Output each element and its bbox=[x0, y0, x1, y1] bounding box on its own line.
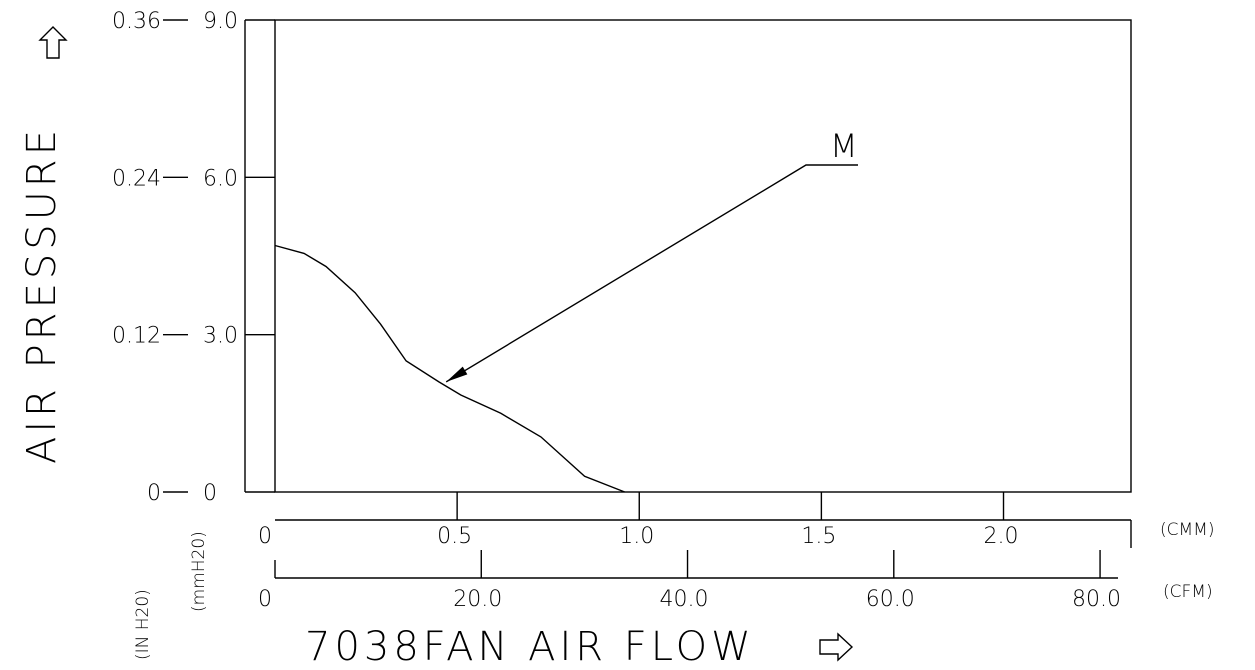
right-arrow-icon bbox=[819, 632, 854, 662]
y-in-tick-label: 0.24 bbox=[112, 166, 161, 191]
y-unit-label-inh2o: (IN H20) bbox=[133, 589, 153, 660]
annotation-label-m: M bbox=[830, 127, 858, 165]
x-cfm-tick-label: 20.0 bbox=[453, 587, 502, 612]
x-unit-label-cmm: (CMM) bbox=[1160, 520, 1214, 540]
y-unit-label-mmh2o: (mmH20) bbox=[189, 531, 209, 612]
annotation-arrowhead-icon bbox=[446, 366, 468, 382]
x-axis-cfm: 0 20.0 40.0 60.0 80.0 bbox=[258, 550, 1121, 612]
y-mm-tick-label: 6.0 bbox=[203, 166, 238, 191]
x-cfm-tick-label: 0 bbox=[258, 587, 272, 612]
x-cmm-tick-label: 1.0 bbox=[619, 524, 654, 549]
x-axis-cmm: 0 0.5 1.0 1.5 2.0 bbox=[258, 492, 1132, 549]
y-in-tick-label: 0.36 bbox=[112, 9, 161, 34]
y-axis-title: AIR PRESSURE bbox=[19, 126, 65, 464]
y-in-tick-label: 0 bbox=[147, 481, 161, 506]
y-mm-tick-label: 9.0 bbox=[203, 9, 238, 34]
annotation-leader-line bbox=[445, 164, 858, 383]
y-in-tick-label: 0.12 bbox=[112, 324, 161, 349]
x-cfm-tick-label: 40.0 bbox=[660, 587, 709, 612]
y-axis-inh2o: 0 0.12 0.24 0.36 bbox=[112, 9, 188, 506]
x-cfm-tick-label: 80.0 bbox=[1072, 587, 1121, 612]
series-line-m bbox=[274, 244, 625, 493]
x-unit-label-cfm: (CFM) bbox=[1163, 582, 1213, 602]
series-layer: M bbox=[274, 127, 858, 493]
plot-frame bbox=[274, 19, 1132, 493]
x-cmm-tick-label: 1.5 bbox=[801, 524, 836, 549]
y-axis-mmh2o: 0 3.0 6.0 9.0 bbox=[203, 9, 275, 506]
x-cmm-tick-label: 0 bbox=[258, 524, 272, 549]
y-mm-tick-label: 3.0 bbox=[203, 324, 238, 349]
x-axis-title: 7038FAN AIR FLOW bbox=[305, 624, 755, 670]
x-cmm-tick-label: 0.5 bbox=[437, 524, 472, 549]
y-mm-tick-label: 0 bbox=[203, 481, 217, 506]
x-cfm-tick-label: 60.0 bbox=[866, 587, 915, 612]
x-cmm-tick-label: 2.0 bbox=[984, 524, 1019, 549]
up-arrow-icon bbox=[38, 26, 68, 59]
